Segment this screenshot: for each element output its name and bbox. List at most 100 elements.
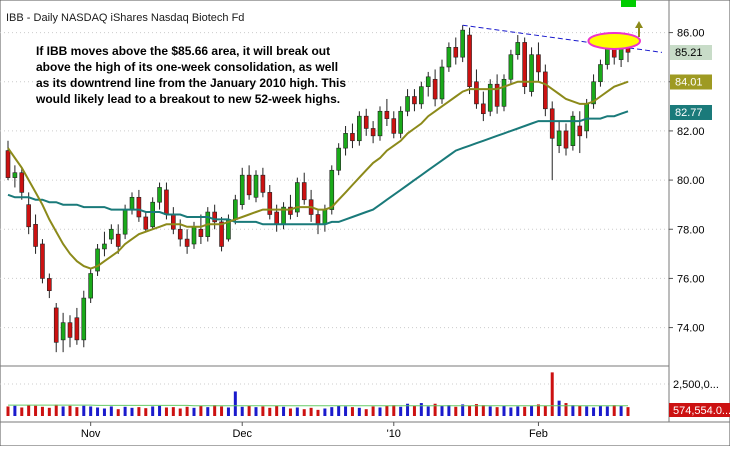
candlestick (253, 170, 259, 203)
volume-bar (213, 405, 217, 416)
candle-body-up (591, 81, 596, 105)
candle-body-down (260, 174, 266, 193)
candlestick (60, 312, 66, 353)
candle-body-up (322, 209, 328, 225)
volume-bar (385, 405, 389, 416)
candle-body-down (219, 221, 224, 247)
annotation-line-1: If IBB moves above the $85.66 area, it w… (36, 44, 330, 58)
price-tick-label: 86.00 (677, 28, 705, 40)
volume-bar (364, 409, 368, 416)
volume-bar (461, 404, 465, 416)
volume-bar (199, 405, 203, 416)
volume-bar (247, 405, 251, 416)
candlestick (246, 165, 252, 200)
volume-bar (516, 406, 520, 416)
candle-body-up (95, 248, 100, 272)
consolidation-highlight (587, 31, 642, 50)
volume-bar (240, 406, 244, 416)
volume-bar (626, 407, 630, 416)
volume-bar (13, 405, 17, 416)
candle-body-down (33, 224, 38, 247)
breakout-arrow-icon (635, 21, 643, 37)
price-tags: 85.21 84.01 82.77 (670, 45, 712, 120)
price-tick-label: 74.00 (677, 323, 705, 335)
candle-body-down (26, 204, 31, 228)
candle-body-down (384, 110, 390, 119)
candle-body-down (391, 118, 397, 134)
volume-bar (550, 372, 554, 416)
candle-body-down (47, 278, 52, 292)
candlestick (384, 98, 390, 126)
candle-body-up (460, 29, 465, 58)
candlestick (19, 167, 25, 200)
candle-body-up (501, 78, 507, 107)
candlestick (391, 111, 397, 139)
candlestick (143, 212, 149, 232)
price-tag-label: 84.01 (675, 77, 703, 89)
volume-bar (433, 403, 437, 416)
candlestick (467, 27, 472, 95)
candlestick (412, 89, 417, 112)
candlestick (26, 192, 31, 235)
volume-bar (275, 405, 279, 416)
candle-body-up (343, 133, 348, 149)
candle-body-down (177, 228, 183, 240)
volume-bar (192, 407, 196, 416)
volume-bar (261, 406, 265, 416)
candle-body-down (494, 83, 500, 107)
candlestick (12, 165, 18, 188)
candlestick (350, 123, 355, 149)
candlestick (577, 111, 583, 154)
candlestick (136, 189, 142, 222)
candlestick (198, 214, 204, 244)
candlestick (501, 74, 507, 112)
candle-body-down (543, 71, 548, 110)
candle-body-up (605, 47, 610, 65)
annotation-line-3: as its downtrend line from the January 2… (36, 76, 346, 90)
candle-body-down (301, 182, 307, 201)
volume-bar (20, 407, 24, 416)
candle-body-up (109, 228, 114, 240)
candle-body-down (136, 196, 142, 218)
candle-body-down (74, 317, 80, 341)
volume-bar (123, 406, 127, 416)
candlestick (419, 81, 424, 109)
candlestick (536, 42, 541, 82)
candle-body-down (246, 174, 252, 196)
volume-bar (109, 406, 113, 416)
volume-bar (282, 406, 286, 416)
candle-body-up (191, 226, 197, 245)
chart-title: IBB - Daily NASDAQ iShares Nasdaq Biotec… (6, 12, 244, 24)
candle-body-up (233, 199, 238, 220)
candle-body-up (129, 196, 135, 210)
candle-body-up (446, 47, 452, 68)
volume-bar (54, 404, 58, 416)
candle-body-down (363, 115, 369, 129)
volume-bar (144, 408, 148, 416)
volume-bar (254, 407, 258, 416)
candlestick (67, 315, 73, 348)
annotation-line-2: above the high of its one-week consolida… (36, 60, 338, 74)
candlestick (74, 307, 80, 345)
volume-bar (206, 407, 210, 416)
candle-body-down (184, 238, 190, 247)
candlestick (487, 79, 493, 117)
volume-bar (61, 406, 65, 416)
candlestick (405, 89, 410, 117)
candle-body-down (212, 211, 217, 223)
volume-bar (178, 408, 182, 416)
price-tick-label: 80.00 (677, 175, 705, 187)
volume-axis-label: 2,500,0... (673, 379, 719, 391)
candlestick (95, 244, 100, 276)
volume-bar (578, 405, 582, 416)
volume-bar (302, 409, 306, 416)
candle-body-down (474, 81, 479, 105)
volume-bar (89, 406, 93, 416)
candle-body-down (315, 214, 321, 225)
date-tick-label: '10 (387, 428, 401, 440)
candlestick (453, 37, 459, 65)
volume-bar (557, 400, 561, 416)
date-tick-label: Feb (529, 428, 548, 440)
volume-bar (426, 406, 430, 416)
